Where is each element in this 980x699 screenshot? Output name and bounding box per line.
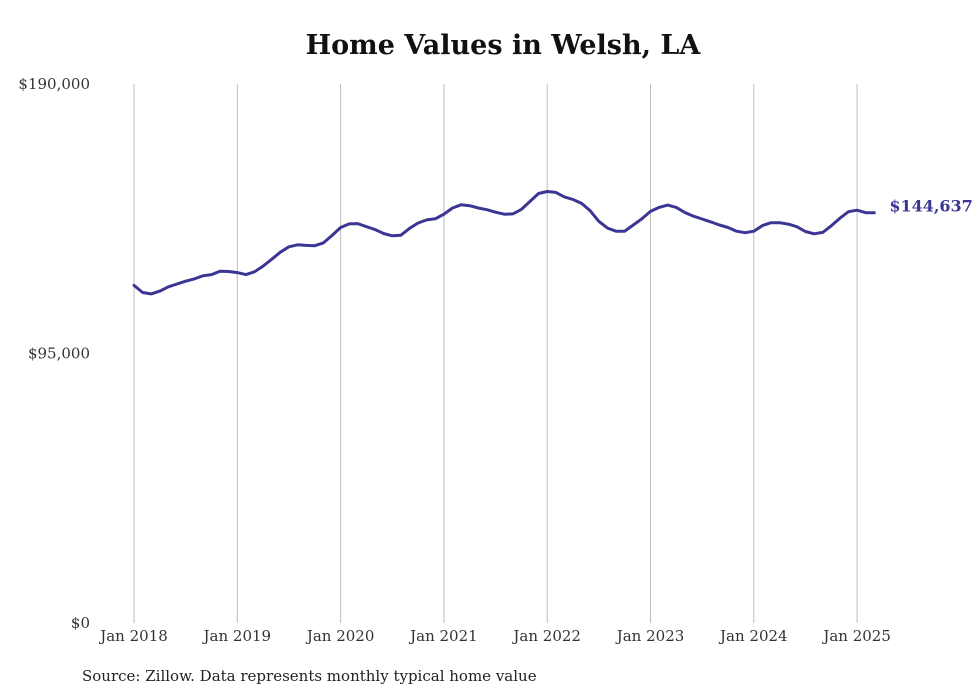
- x-tick-label: Jan 2024: [718, 627, 788, 645]
- x-axis-tick-labels: Jan 2018 Jan 2019 Jan 2020 Jan 2021 Jan 2022…: [98, 627, 891, 645]
- chart-title: Home Values in Welsh, LA: [305, 30, 701, 61]
- vertical-gridlines: [133, 84, 858, 623]
- y-tick-label: $190,000: [18, 75, 90, 93]
- series-layer: $144,637: [132, 190, 973, 296]
- y-axis-tick-labels: $0 $95,000 $190,000: [18, 75, 90, 632]
- x-tick-label: Jan 2019: [202, 627, 272, 645]
- x-tick-label: Jan 2021: [408, 627, 478, 645]
- y-tick-label: $95,000: [28, 345, 90, 363]
- x-tick-label: Jan 2023: [615, 627, 685, 645]
- x-tick-label: Jan 2020: [305, 627, 375, 645]
- series-line: [132, 190, 876, 296]
- source-note: Source: Zillow. Data represents monthly …: [82, 667, 537, 685]
- x-tick-label: Jan 2025: [821, 627, 891, 645]
- end-value-label: $144,637: [889, 197, 973, 216]
- x-tick-label: Jan 2018: [98, 627, 168, 645]
- x-tick-label: Jan 2022: [511, 627, 581, 645]
- y-tick-label: $0: [71, 614, 90, 632]
